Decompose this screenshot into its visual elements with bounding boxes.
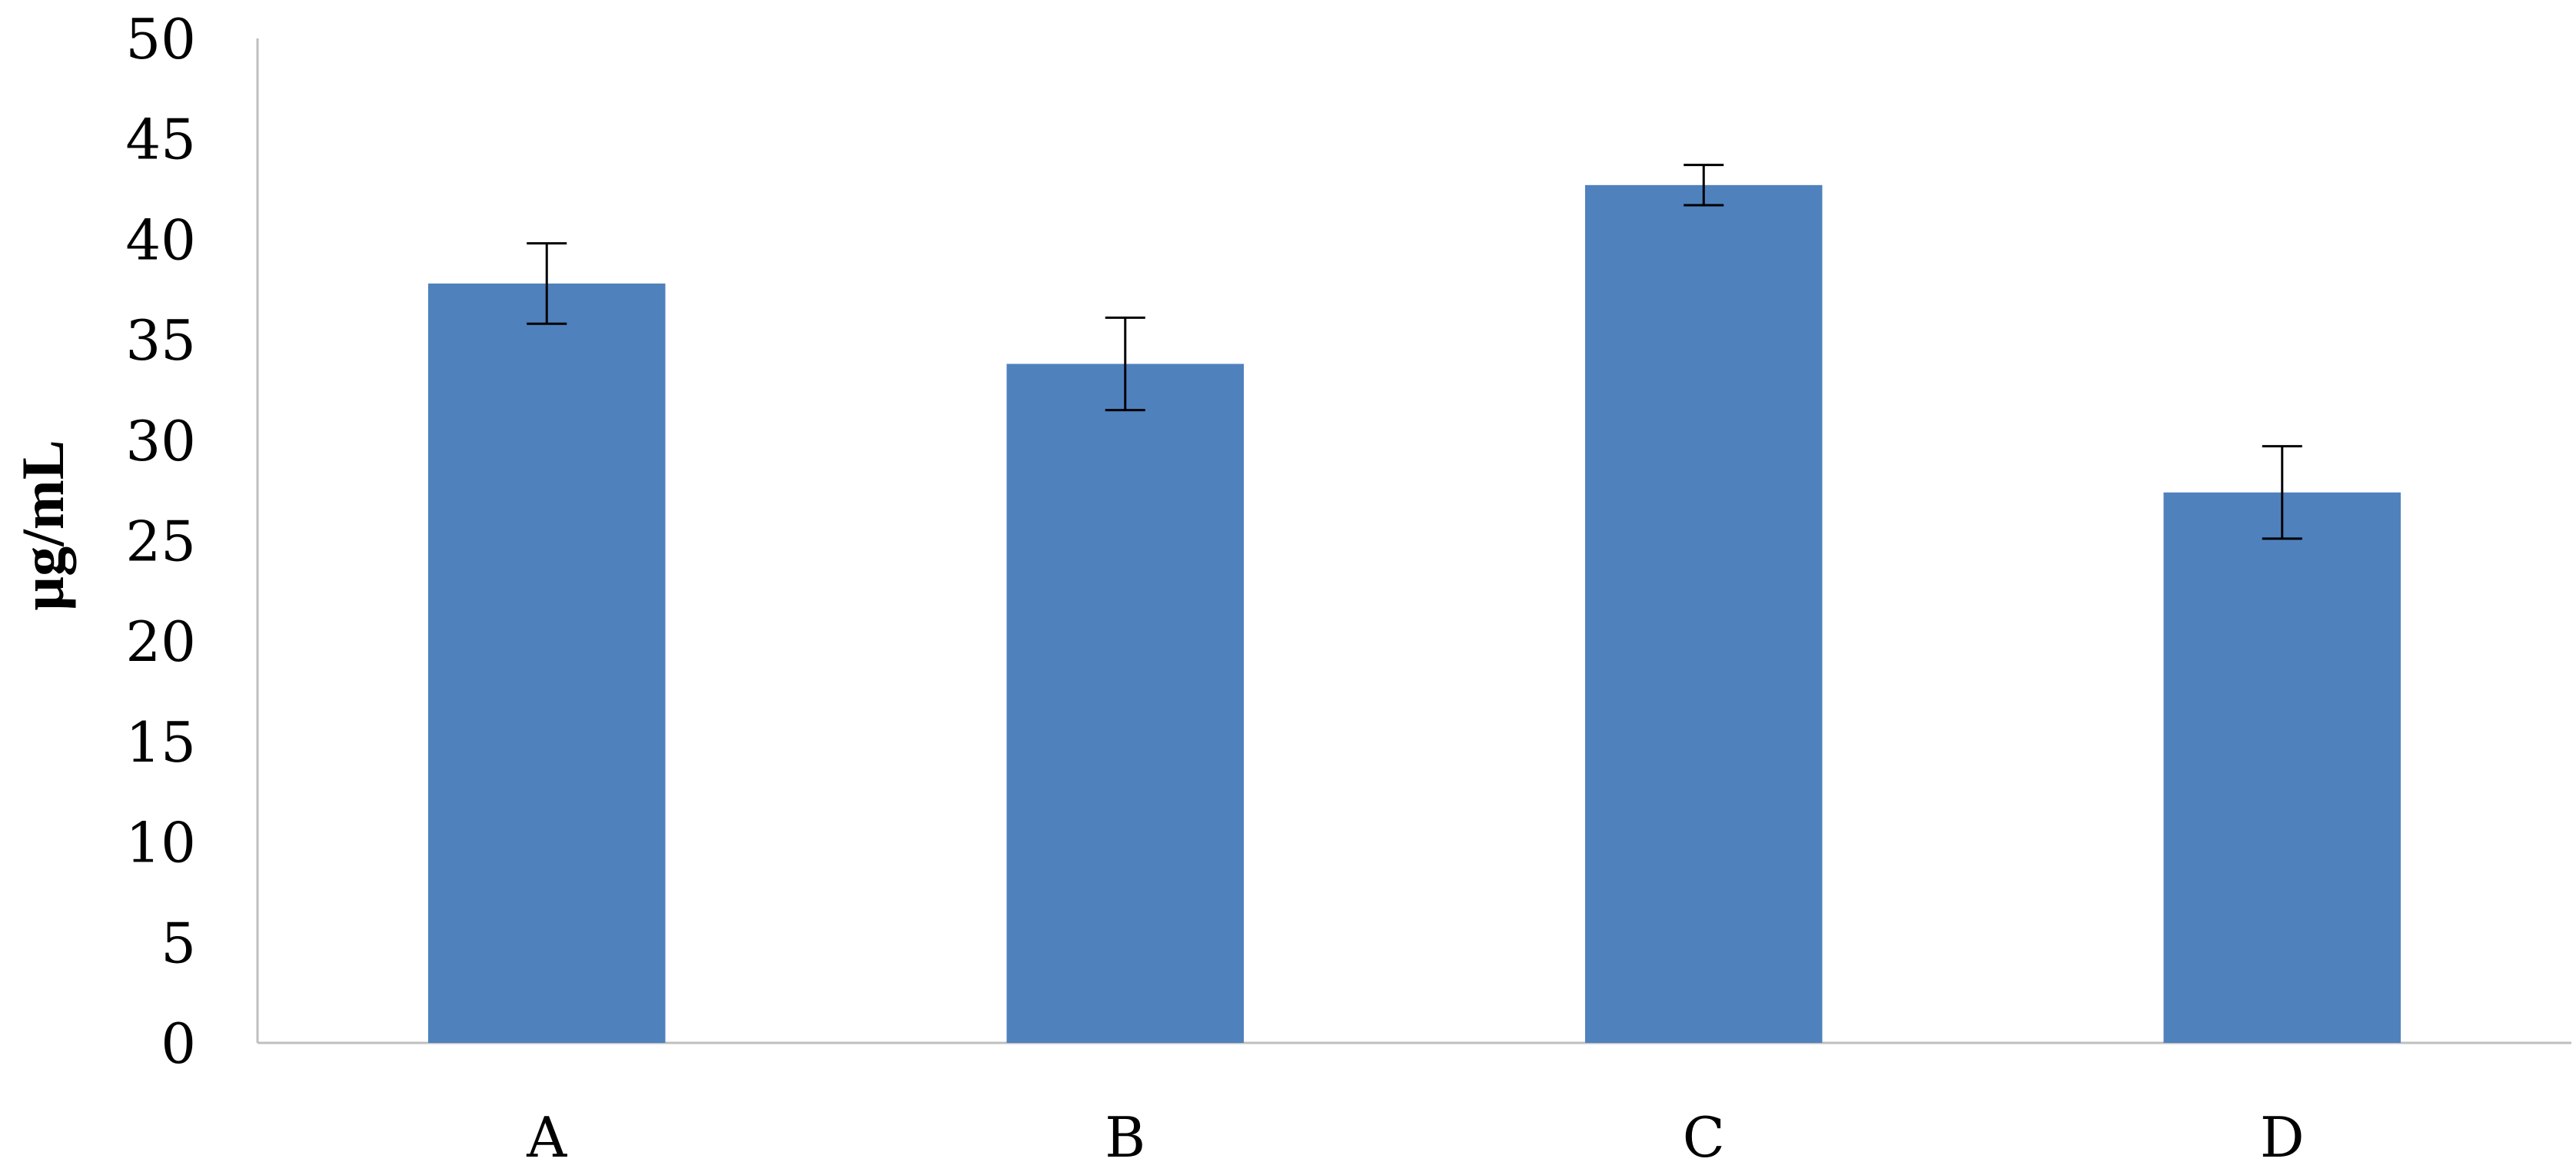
x-axis-labels: A B C D <box>526 1105 2304 1170</box>
bar-series <box>427 184 2401 1044</box>
error-bar-D <box>2262 445 2302 540</box>
x-tick-label-C: C <box>1683 1105 1725 1170</box>
y-tick-label: 10 <box>125 811 196 875</box>
y-tick-label: 30 <box>125 409 196 473</box>
error-bars <box>527 164 2302 540</box>
y-tick-label: 0 <box>161 1011 196 1076</box>
bar-A <box>427 283 666 1044</box>
error-bar-B <box>1105 316 1145 412</box>
y-tick-label: 50 <box>125 7 196 71</box>
x-tick-label-B: B <box>1105 1105 1145 1170</box>
bar-C <box>1584 184 1823 1043</box>
error-bar-C <box>1684 164 1724 207</box>
y-tick-label: 20 <box>125 609 196 674</box>
y-tick-label: 15 <box>125 710 196 775</box>
y-tick-label: 5 <box>161 911 196 975</box>
bar-B <box>1006 364 1245 1043</box>
error-bar-A <box>527 242 567 325</box>
y-tick-label: 45 <box>125 108 196 172</box>
y-tick-label: 25 <box>125 510 196 574</box>
y-axis-ticks: 0 5 10 15 20 25 30 35 40 45 50 <box>125 7 196 1076</box>
x-tick-label-D: D <box>2260 1105 2305 1170</box>
y-tick-label: 35 <box>125 308 196 373</box>
y-axis-title: µg/mL <box>9 440 76 611</box>
bar-D <box>2163 492 2401 1043</box>
y-tick-label: 40 <box>125 208 196 272</box>
x-tick-label-A: A <box>526 1105 567 1170</box>
